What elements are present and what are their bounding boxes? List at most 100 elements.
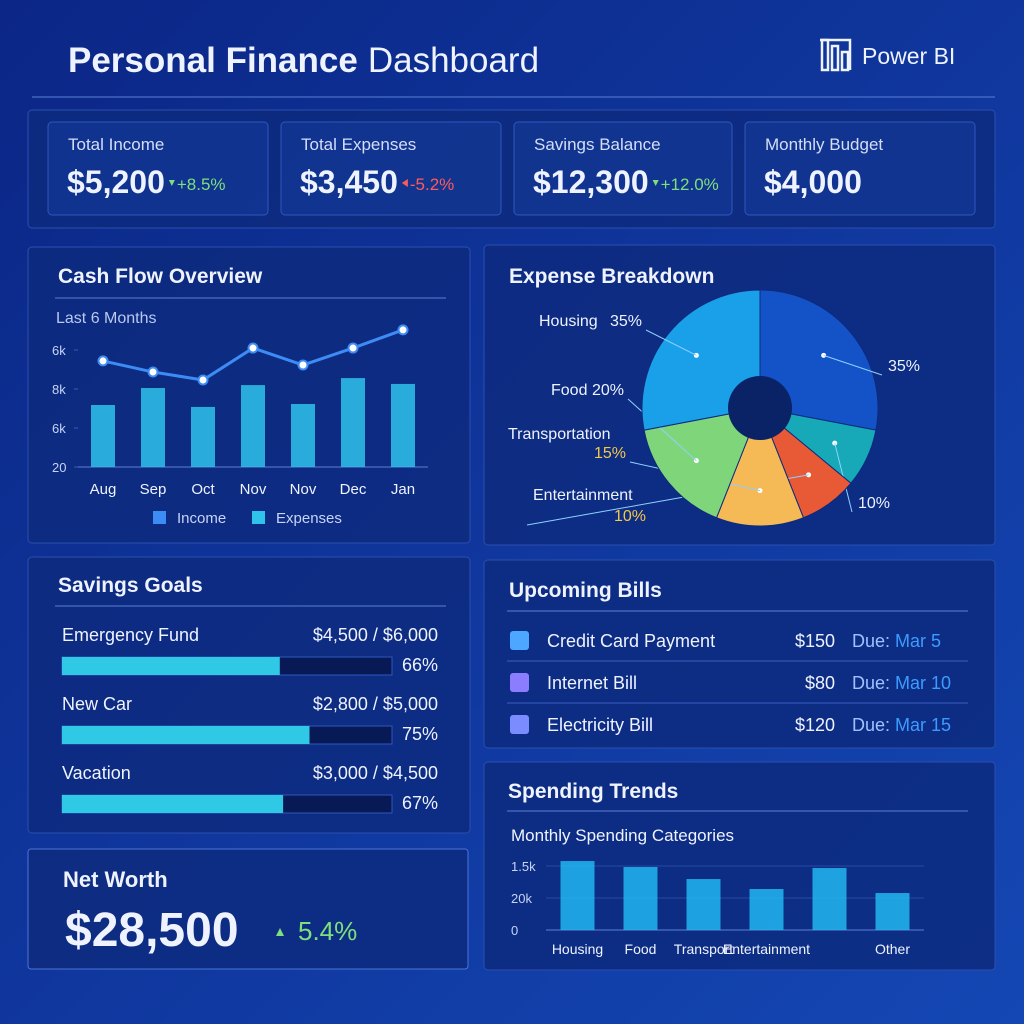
goal-name: Emergency Fund — [62, 625, 199, 645]
bar — [686, 879, 721, 930]
x-tick-label: Dec — [340, 481, 367, 498]
bar — [291, 404, 315, 467]
goal-progress — [62, 726, 310, 744]
bar — [91, 404, 115, 467]
brand-icon — [820, 38, 852, 72]
leader-line — [645, 329, 697, 356]
bar — [560, 861, 595, 930]
panel-title: Upcoming Bills — [509, 579, 662, 602]
slice-label: Housing — [539, 313, 598, 330]
kpi-label: Total Income — [68, 135, 164, 154]
slice-value: 35% — [610, 313, 642, 330]
bar — [875, 893, 910, 930]
panel-title: Cash Flow Overview — [58, 265, 263, 288]
pie-slice — [759, 289, 879, 431]
goal-percent: 75% — [402, 724, 438, 744]
kpi-value: $3,450 — [300, 164, 398, 200]
page-title: Personal Finance Dashboard — [68, 41, 539, 80]
x-tick-label: Entertainment — [723, 941, 810, 957]
point — [197, 374, 209, 386]
up-arrow — [276, 928, 284, 936]
kpi-card — [280, 121, 502, 216]
slice-value: 10% — [614, 508, 646, 525]
kpi-value: $12,300 — [533, 164, 649, 200]
pie-slice — [641, 289, 761, 431]
x-tick-label: Aug — [90, 481, 117, 498]
bar — [812, 868, 847, 930]
goal-percent: 66% — [402, 655, 438, 675]
x-tick-label: Housing — [552, 941, 603, 957]
goal-amount: $2,800 / $5,000 — [313, 694, 438, 714]
bar — [391, 383, 415, 467]
slice-label: Entertainment — [533, 487, 633, 504]
legend-label: Expenses — [276, 510, 342, 527]
leader-line — [627, 398, 697, 462]
x-tick-label: Food — [625, 941, 657, 957]
slice-value: 35% — [888, 358, 920, 375]
pie-slice — [643, 407, 761, 519]
bill-amount: $80 — [805, 673, 835, 693]
pie-slice — [715, 406, 805, 527]
legend-swatch — [153, 511, 166, 524]
bill-icon — [510, 631, 529, 650]
kpi-card — [744, 121, 976, 216]
y-tick-label: 0 — [511, 923, 518, 938]
legend-swatch — [252, 511, 265, 524]
leader-line — [823, 354, 883, 376]
slice-label: Food — [551, 382, 587, 399]
x-tick-label: Nov — [240, 481, 267, 498]
point — [97, 355, 109, 367]
goal-percent: 67% — [402, 793, 438, 813]
goal-progress — [62, 657, 280, 675]
spending-panel — [483, 761, 996, 971]
bar — [623, 867, 658, 930]
bills-panel — [483, 559, 996, 749]
x-tick-label: Transport — [674, 941, 734, 957]
kpi-value: $5,200 — [67, 164, 165, 200]
point — [147, 366, 159, 378]
y-tick-label: 6k — [52, 421, 66, 436]
bill-name: Electricity Bill — [547, 715, 653, 735]
bill-amount: $150 — [795, 631, 835, 651]
kpi-card — [47, 121, 269, 216]
bill-due-date: Mar 15 — [895, 715, 951, 735]
y-tick-label: 20k — [511, 891, 532, 906]
title-suffix: Dashboard — [368, 41, 539, 80]
bar — [341, 378, 365, 467]
bill-due-prefix: Due: — [852, 673, 890, 693]
bill-due-date: Mar 5 — [895, 631, 941, 651]
goal-progress — [62, 795, 284, 813]
x-tick-label: Oct — [191, 481, 215, 498]
y-tick-label: 20 — [52, 460, 66, 475]
panel-title: Spending Trends — [508, 780, 678, 803]
bill-amount: $120 — [795, 715, 835, 735]
kpi-change: +8.5% — [177, 175, 226, 194]
bill-due-date: Mar 10 — [895, 673, 951, 693]
bill-icon — [510, 673, 529, 692]
chart-subtitle: Last 6 Months — [56, 310, 157, 327]
net-worth-value: $28,500 — [65, 904, 239, 957]
kpi-change: +12.0% — [661, 175, 719, 194]
change-arrow — [652, 180, 659, 186]
slice-value: 20% — [592, 382, 624, 399]
point — [247, 342, 259, 354]
point — [347, 342, 359, 354]
kpi-label: Total Expenses — [301, 135, 416, 154]
savings-panel — [27, 556, 471, 834]
change-arrow — [168, 180, 175, 186]
kpi-card — [513, 121, 733, 216]
brand: Power BI — [862, 43, 955, 69]
chart-subtitle: Monthly Spending Categories — [511, 826, 734, 845]
y-tick-label: 8k — [52, 382, 66, 397]
x-tick-label: Jan — [391, 481, 415, 498]
bar — [141, 388, 165, 467]
bill-due-prefix: Due: — [852, 715, 890, 735]
y-tick-label: 1.5k — [511, 859, 536, 874]
slice-value: 10% — [858, 495, 890, 512]
goal-name: New Car — [62, 694, 132, 714]
change-arrow — [401, 179, 408, 187]
x-tick-label: Other — [875, 941, 910, 957]
bar — [749, 889, 784, 930]
bar — [191, 406, 215, 467]
